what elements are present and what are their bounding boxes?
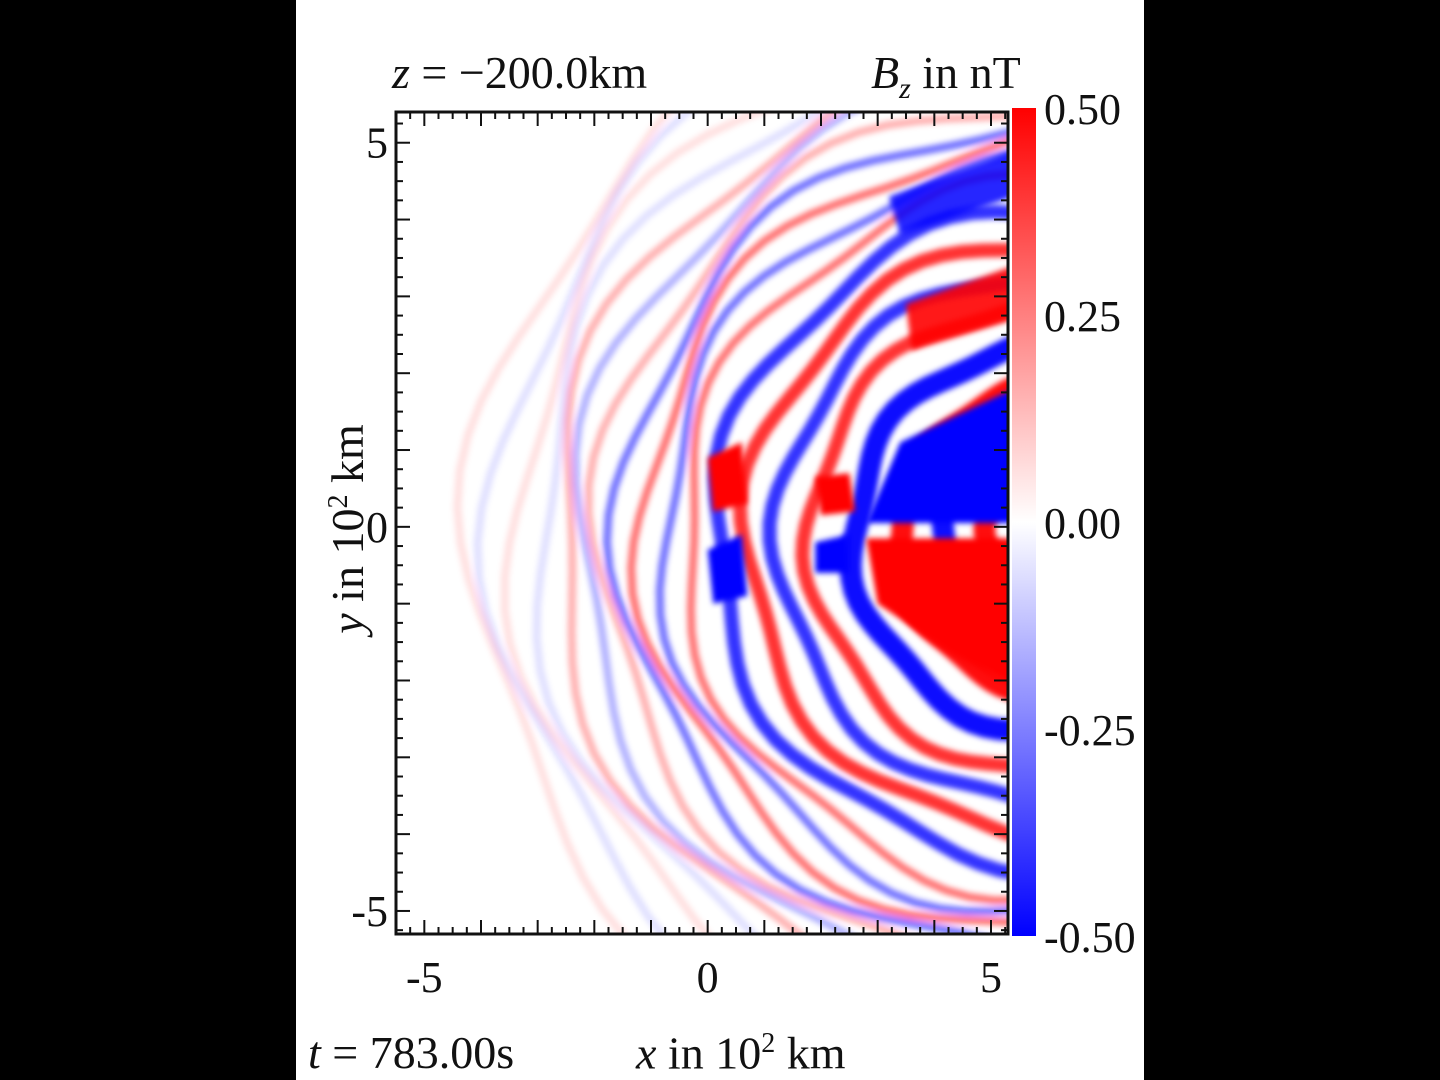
depth-label: z = −200.0km (392, 50, 647, 96)
colorbar-tick-label: 0.00 (1044, 499, 1121, 548)
wave-front (473, 112, 696, 934)
red-band (906, 267, 1008, 351)
x-axis-sup: 2 (761, 1028, 776, 1059)
x-axis-unit: km (775, 1027, 846, 1079)
x-tick-label: -5 (406, 953, 443, 1002)
red-patch (707, 442, 748, 512)
figure-canvas: z = −200.0km Bz in nT -5 0 5 5 0 -5 0.50 0.25 0.… (296, 0, 1144, 1080)
x-axis-label: x in 102 km (636, 1030, 845, 1076)
depth-eq: = (409, 47, 459, 98)
heatmap-plot: -5 0 5 5 0 -5 0.50 0.25 0.00 -0.25 -0.50 (351, 85, 1136, 1002)
field-var: B (871, 47, 900, 98)
blue-patch (707, 534, 748, 604)
x-tick-label: 0 (697, 953, 719, 1002)
wave-front (584, 112, 1008, 934)
wave-front (839, 336, 1008, 741)
colorbar-tick-label: -0.25 (1044, 706, 1136, 755)
x-axis-text: in 10 (656, 1027, 762, 1079)
colorbar-tick-label: -0.50 (1044, 913, 1136, 962)
blue-patch (815, 534, 850, 573)
blue-lobe (866, 391, 1008, 523)
depth-var: z (392, 47, 410, 98)
wave-front (571, 112, 860, 934)
depth-value: −200.0 (458, 47, 589, 98)
plot-frame (394, 110, 1010, 936)
field-label: Bz in nT (871, 50, 1021, 104)
field-sub: z (899, 72, 911, 106)
time-label: t = 783.00s (308, 1030, 514, 1076)
y-tick-label: 0 (366, 503, 388, 552)
y-axis-sup: 2 (322, 494, 354, 509)
red-lobe (866, 538, 1008, 685)
y-axis-var: y (322, 613, 374, 634)
colorbar (1012, 108, 1036, 936)
blue-band (889, 152, 1008, 235)
colorbar-tick-label: 0.50 (1044, 85, 1121, 134)
time-eq: = (320, 1027, 370, 1078)
y-tick-label: -5 (351, 887, 388, 936)
y-axis-text: in 10 (322, 508, 374, 614)
red-patch (815, 473, 855, 516)
y-axis-unit: km (322, 424, 374, 495)
depth-unit: km (588, 47, 648, 98)
colorbar-tick-label: 0.25 (1044, 292, 1121, 341)
wave-front (453, 112, 674, 934)
source-lobes (707, 152, 1008, 685)
x-axis-var: x (636, 1027, 657, 1079)
y-axis-label: y in 102 km (322, 424, 374, 634)
time-unit: s (496, 1027, 515, 1078)
wave-front (532, 112, 826, 934)
wave-front (563, 112, 840, 934)
y-tick-label: 5 (366, 119, 388, 168)
heatmap-field (396, 112, 1008, 934)
time-var: t (308, 1027, 321, 1078)
wave-front (732, 243, 1008, 841)
wave-front (627, 137, 1008, 926)
x-tick-label: 5 (980, 953, 1002, 1002)
wave-front (500, 112, 770, 934)
time-value: 783.00 (369, 1027, 497, 1078)
field-unit: in nT (910, 47, 1021, 98)
